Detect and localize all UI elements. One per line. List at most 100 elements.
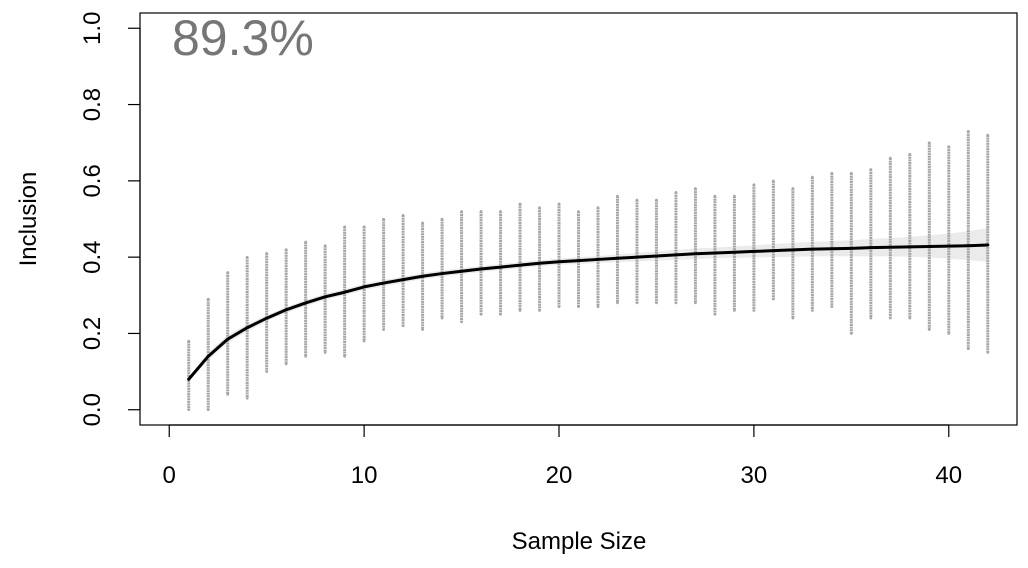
sample-point — [850, 171, 853, 175]
sample-point-column — [557, 202, 561, 309]
sample-point-column — [187, 339, 191, 412]
sample-point — [265, 252, 268, 255]
sample-point — [889, 156, 892, 160]
sample-point — [245, 255, 249, 259]
sample-point — [226, 271, 229, 274]
sample-point-column — [713, 194, 717, 316]
sample-point — [577, 210, 580, 213]
sample-point — [323, 244, 327, 248]
sample-point-column — [226, 271, 230, 396]
inclusion-percentage-annotation: 89.3% — [172, 10, 314, 66]
sample-point-column — [265, 252, 269, 373]
confidence-band-layer — [188, 228, 988, 382]
sample-point — [713, 194, 717, 198]
sample-point — [674, 301, 678, 305]
sample-point — [908, 152, 912, 156]
sample-point — [421, 328, 424, 331]
sample-point — [869, 168, 873, 171]
sample-point-column — [771, 179, 775, 301]
sample-point — [947, 332, 951, 335]
x-tick-label: 30 — [741, 462, 768, 489]
sample-point-column — [791, 187, 795, 320]
sample-point-column — [596, 206, 600, 309]
sample-point — [986, 351, 990, 354]
y-tick-label: 1.0 — [79, 12, 106, 45]
sample-point-column — [401, 213, 405, 328]
sample-point-column — [284, 248, 288, 366]
sample-point-column — [577, 210, 580, 309]
sample-point — [830, 305, 834, 309]
sample-point-column — [362, 225, 366, 343]
sample-point — [538, 309, 541, 312]
sample-point — [557, 305, 561, 309]
sample-point — [694, 301, 697, 305]
sample-point — [479, 313, 483, 316]
sample-point — [616, 194, 619, 198]
sample-point — [401, 213, 405, 217]
sample-point — [304, 240, 307, 244]
sample-point-column — [343, 225, 347, 358]
sample-point — [791, 187, 795, 190]
sample-point-column — [304, 240, 308, 358]
sample-point — [752, 309, 756, 312]
sample-point — [733, 194, 736, 198]
sample-point — [382, 217, 385, 221]
sample-point — [362, 225, 366, 228]
sample-point-column — [908, 152, 912, 320]
y-tick-label: 0.4 — [79, 240, 106, 273]
sample-point — [966, 129, 970, 133]
sample-point-column — [752, 183, 756, 312]
sample-point — [440, 316, 444, 320]
sample-point — [655, 198, 658, 202]
y-tick-label: 0.2 — [79, 317, 106, 350]
sample-point-column — [518, 202, 522, 312]
mean-line-layer — [187, 243, 990, 381]
sample-point — [850, 332, 853, 335]
sample-point — [928, 328, 931, 331]
sample-point-column — [382, 217, 386, 331]
sample-point-column — [693, 187, 697, 305]
sample-point — [187, 339, 191, 343]
sample-point — [206, 297, 210, 301]
y-tick-label: 0.6 — [79, 164, 106, 197]
sample-point — [752, 183, 756, 186]
sample-point — [226, 393, 229, 396]
sample-point — [499, 313, 502, 316]
sample-point — [655, 301, 658, 305]
sample-point-column — [479, 210, 483, 316]
sample-point-column — [966, 129, 970, 351]
sample-point-column — [888, 156, 892, 320]
confidence-band — [188, 228, 988, 382]
sample-point — [674, 190, 678, 194]
sample-point — [830, 171, 834, 175]
x-axis: 0 10 20 30 40 — [163, 424, 962, 489]
sample-point-column — [323, 244, 327, 354]
x-tick-label: 20 — [546, 462, 573, 489]
sample-point-column — [615, 194, 619, 305]
sample-point — [928, 141, 931, 145]
sample-point-column — [538, 206, 542, 312]
sample-point — [265, 370, 268, 373]
sample-point — [518, 309, 522, 312]
sample-point — [460, 320, 463, 324]
sample-point — [791, 316, 795, 320]
sample-point — [986, 133, 990, 137]
sample-point — [284, 362, 288, 366]
sample-point — [635, 301, 639, 305]
sample-point-column — [869, 168, 873, 320]
sample-point — [947, 145, 951, 148]
sample-point — [284, 248, 288, 251]
sample-point — [401, 324, 405, 328]
sample-point-column — [460, 210, 464, 324]
x-tick-label: 40 — [935, 462, 962, 489]
y-axis: 0.0 0.2 0.4 0.6 0.8 1.0 — [79, 12, 141, 426]
y-tick-label: 0.8 — [79, 88, 106, 121]
sample-point-column — [810, 175, 814, 312]
sample-point — [616, 301, 619, 305]
sample-point-column — [927, 141, 931, 331]
sample-point — [343, 355, 346, 358]
sample-point-column — [654, 198, 658, 305]
sample-point — [869, 316, 873, 320]
sample-point — [772, 297, 775, 301]
